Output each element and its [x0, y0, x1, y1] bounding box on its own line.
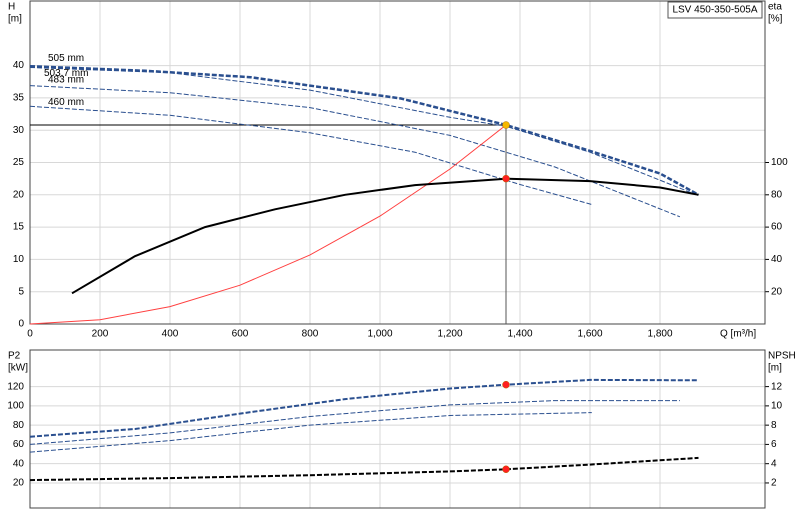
y2-tick-label: 80 — [771, 189, 783, 200]
chart-title: LSV 450-350-505A — [672, 5, 757, 16]
curve — [29, 456, 699, 482]
x-tick-label: 1,000 — [367, 329, 392, 340]
title-box — [667, 1, 763, 19]
y2-tick-label: 10 — [771, 401, 783, 412]
curve — [29, 412, 592, 453]
y-tick-label: 80 — [13, 420, 25, 431]
curve — [29, 64, 700, 196]
y-tick-label: 20 — [13, 478, 25, 489]
curve-label: 483 mm — [48, 74, 84, 85]
y-tick-label: 40 — [13, 60, 25, 71]
curve-label: 460 mm — [48, 97, 84, 108]
operating-point — [502, 465, 510, 474]
curve — [29, 378, 699, 438]
curve-label: 503,7 mm — [44, 68, 88, 79]
y-tick-label: 120 — [7, 381, 24, 392]
y2-tick-label: 8 — [771, 420, 777, 431]
y-tick-label: 40 — [13, 458, 25, 469]
y2-tick-label: 20 — [771, 286, 783, 297]
y-axis-unit: [kW] — [8, 363, 28, 374]
y2-axis-unit: [%] — [768, 14, 783, 25]
x-tick-label: 200 — [92, 329, 109, 340]
y2-tick-label: 100 — [771, 157, 788, 168]
y2-tick-label: 6 — [771, 439, 777, 450]
x-tick-label: 0 — [27, 329, 33, 340]
y-tick-label: 20 — [13, 189, 25, 200]
curve — [29, 400, 680, 445]
y-tick-label: 30 — [13, 125, 25, 136]
plot-frame — [29, 349, 766, 509]
x-tick-label: 800 — [302, 329, 319, 340]
y-axis-title: H — [8, 2, 15, 13]
y2-tick-label: 12 — [771, 381, 783, 392]
y2-tick-label: 40 — [771, 254, 783, 265]
curve — [29, 105, 592, 205]
operating-point — [502, 174, 510, 183]
y-tick-label: 100 — [7, 401, 24, 412]
y-tick-label: 60 — [13, 439, 25, 450]
operating-point — [502, 121, 510, 129]
y-axis-title: P2 — [8, 351, 21, 362]
x-tick-label: 1,400 — [507, 329, 532, 340]
x-tick-label: 1,800 — [647, 329, 672, 340]
y2-axis-title: eta — [768, 2, 782, 13]
x-tick-label: 1,600 — [577, 329, 602, 340]
curve — [29, 67, 696, 195]
y-tick-label: 35 — [13, 93, 25, 104]
y-tick-label: 25 — [13, 157, 25, 168]
y2-axis-title: NPSH — [768, 351, 796, 362]
y2-tick-label: 2 — [771, 478, 777, 489]
y2-tick-label: 4 — [771, 458, 777, 469]
curve-label: 505 mm — [48, 53, 84, 64]
curve — [71, 177, 699, 295]
x-tick-label: 1,200 — [437, 329, 462, 340]
curve — [29, 124, 507, 325]
curve — [29, 85, 681, 218]
y-tick-label: 0 — [18, 319, 24, 330]
y-tick-label: 10 — [13, 254, 25, 265]
y-axis-unit: [m] — [8, 14, 22, 25]
y-tick-label: 5 — [18, 286, 24, 297]
x-axis-title: Q [m³/h] — [720, 329, 756, 340]
y2-axis-unit: [m] — [768, 363, 782, 374]
x-tick-label: 600 — [232, 329, 249, 340]
operating-point — [502, 380, 510, 389]
plot-frame — [29, 0, 766, 325]
y-tick-label: 15 — [13, 222, 25, 233]
x-tick-label: 400 — [162, 329, 179, 340]
y2-tick-label: 60 — [771, 222, 783, 233]
